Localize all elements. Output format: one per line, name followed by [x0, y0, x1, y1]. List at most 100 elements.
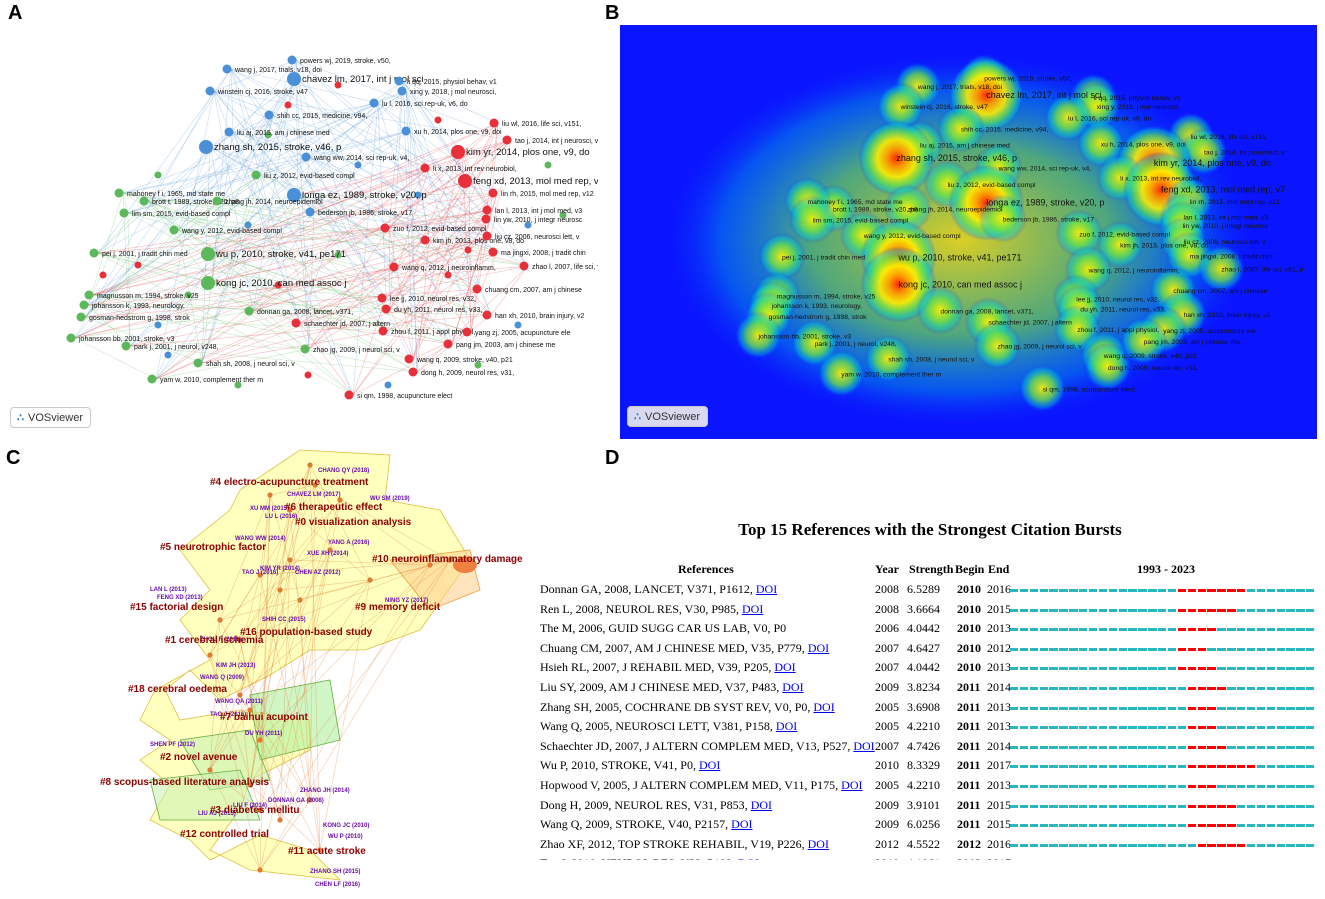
density-node-label: chavez lm, 2017, int j mol sci	[986, 90, 1101, 100]
cluster-node	[307, 797, 313, 803]
network-a-edge	[297, 194, 399, 268]
burst-year-segment	[1029, 785, 1039, 788]
network-a-node-minor	[474, 361, 482, 369]
doi-link[interactable]: DOI	[807, 836, 829, 851]
network-a-edge	[299, 297, 387, 324]
network-a-edge	[92, 294, 391, 310]
density-blob	[788, 195, 837, 244]
density-node-label: shih cc, 2015, medicine, v94,	[961, 126, 1049, 133]
burst-year-segment	[1207, 824, 1216, 828]
burst-year-segment	[1227, 667, 1236, 671]
burst-year-segment	[1108, 745, 1118, 749]
burst-year-segment	[1227, 687, 1236, 690]
network-a-edge	[122, 192, 529, 267]
network-a-edge	[84, 200, 222, 318]
burst-year-segment	[1187, 804, 1197, 808]
burst-year-segment	[1039, 706, 1048, 710]
burst-year-segment	[1148, 824, 1157, 828]
network-a-edge	[74, 337, 157, 380]
burst-year-segment	[1217, 706, 1226, 710]
burst-year-segment	[1029, 706, 1039, 710]
network-a-edge	[122, 192, 131, 347]
network-a-edge	[211, 227, 390, 255]
burst-year-segment	[1227, 843, 1236, 847]
burst-year-segment	[1237, 726, 1246, 730]
network-a-edge	[232, 102, 379, 133]
burst-year-segment	[1069, 687, 1078, 690]
cluster-node-label: DONNAN GA (2008)	[268, 798, 324, 804]
network-a-edge	[230, 68, 498, 194]
doi-link[interactable]: DOI	[698, 758, 721, 773]
burst-year-segment	[1296, 804, 1305, 808]
burst-year-segment	[1039, 589, 1048, 592]
network-a-node	[76, 312, 86, 322]
network-a-edge	[211, 192, 498, 284]
doi-link[interactable]: DOI	[755, 582, 778, 596]
burst-year-segment	[1069, 608, 1078, 612]
burst-year-segment	[1108, 706, 1118, 710]
network-a-edge	[211, 68, 232, 284]
burst-year-segment	[1177, 628, 1187, 632]
network-a-edge	[402, 80, 470, 182]
doi-link[interactable]: DOI	[738, 856, 759, 860]
cluster-node	[217, 617, 223, 623]
cluster-edge	[249, 559, 451, 711]
doi-link[interactable]: DOI	[841, 778, 863, 792]
burst-year-segment	[1079, 628, 1088, 632]
burst-year-segment	[1039, 765, 1048, 769]
burst-year-segment	[1266, 785, 1275, 788]
network-a-node	[205, 86, 215, 96]
doi-link[interactable]: DOI	[750, 797, 773, 812]
col-header-references: References	[678, 562, 734, 576]
burst-year-segment	[1158, 706, 1167, 710]
network-a-edge	[352, 343, 453, 396]
burst-timeline	[1010, 628, 1316, 632]
network-a-edge	[397, 139, 512, 268]
cluster-edge	[314, 484, 451, 561]
network-a-node-label: yam w, 2010, complement ther m	[160, 377, 263, 384]
burst-year-segment	[1088, 804, 1098, 808]
doi-link[interactable]: DOI	[782, 680, 804, 694]
burst-year-segment	[1059, 589, 1068, 592]
cluster-edge	[259, 799, 311, 871]
cluster-node-label: SHIH CC (2015)	[262, 617, 306, 623]
doi-link[interactable]: DOI	[853, 738, 875, 753]
burst-year-segment	[1029, 667, 1039, 671]
doi-link[interactable]: DOI	[807, 640, 830, 655]
cluster-edge	[319, 579, 371, 851]
cluster-node	[207, 767, 213, 773]
burst-year-segment	[1148, 687, 1157, 690]
burst-year-segment	[1246, 647, 1256, 651]
burst-timeline	[1010, 824, 1316, 828]
cluster-label: #11 acute stroke	[288, 846, 366, 857]
doi-link[interactable]: DOI	[774, 660, 796, 675]
burst-year-segment	[1217, 628, 1226, 632]
burst-year-segment	[1197, 804, 1206, 808]
network-a-edge	[388, 180, 470, 229]
burst-ref: Hsieh RL, 2007, J REHABIL MED, V39, P205…	[540, 660, 796, 675]
network-a-edge	[87, 156, 311, 306]
network-a-edge	[209, 146, 498, 253]
network-a-edge	[299, 102, 379, 324]
doi-link[interactable]: DOI	[775, 719, 798, 734]
cluster-edge	[239, 499, 341, 641]
burst-year-segment	[1059, 667, 1068, 671]
doi-link[interactable]: DOI	[742, 601, 764, 616]
burst-year-segment	[1276, 785, 1285, 788]
network-a-edge	[155, 211, 315, 380]
network-a-edge	[122, 192, 492, 316]
doi-link[interactable]: DOI	[731, 817, 753, 832]
network-a-node-minor	[354, 161, 362, 169]
doi-link[interactable]: DOI	[813, 699, 835, 714]
network-a-edge	[461, 122, 499, 153]
burst-year-segment	[1227, 628, 1236, 632]
network-a-node-label: longa ez, 1989, stroke, v20, p	[302, 190, 427, 201]
network-a-node-label: kim jh, 2013, plos one, v8, do	[433, 238, 524, 245]
cluster-edge	[209, 599, 301, 656]
network-a-node	[251, 170, 261, 180]
burst-year-segment	[1187, 765, 1197, 769]
network-a-edge	[416, 314, 492, 373]
network-a-edge	[97, 252, 387, 299]
network-a-node-label: liu cz, 2006, neurosci lett, v	[495, 234, 580, 241]
burst-ref: Zhang SH, 2005, COCHRANE DB SYST REV, V0…	[540, 699, 835, 714]
